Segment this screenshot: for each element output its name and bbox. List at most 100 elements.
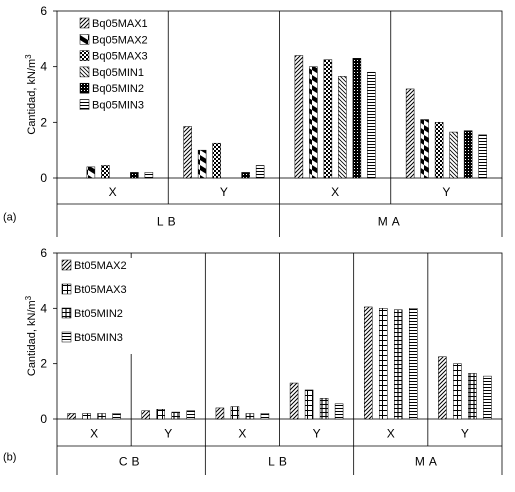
legend-swatch (61, 283, 72, 295)
group-label: CB (119, 455, 144, 469)
legend-entry: Bt05MIN3 (74, 332, 123, 344)
bar (334, 403, 344, 420)
bar (304, 389, 314, 420)
y-tick-label: 2 (40, 115, 47, 129)
bar (241, 172, 250, 179)
bar (101, 165, 110, 179)
category-label: Y (442, 185, 450, 199)
bar (156, 409, 165, 420)
y-axis-label-text: Cantidad, kN/m (26, 59, 38, 135)
legend-swatch (79, 66, 90, 78)
bar (144, 172, 154, 179)
bar (394, 309, 403, 420)
bar (141, 410, 150, 420)
bar (86, 166, 96, 179)
bar (352, 58, 362, 179)
category-label: Y (220, 185, 228, 199)
category-label: Y (461, 427, 469, 441)
bar (478, 134, 487, 179)
legend-background (60, 258, 142, 354)
legend-entry: Bq05MIN1 (92, 67, 144, 79)
bar (197, 149, 207, 179)
bar (82, 413, 91, 420)
bar (245, 413, 255, 420)
chart-panel-2: 0 2 4 6 Cantidad, kN/m3 X Y X Y X Y CB LB MA (b) Bt05MA… (3, 246, 503, 475)
y-axis-label-text: Cantidad, kN/m (26, 300, 38, 376)
legend-entry: Bq05MIN3 (92, 100, 144, 112)
legend-entry: Bt05MAX2 (74, 260, 127, 272)
category-label: Y (164, 427, 172, 441)
y-axis-label: Cantidad, kN/m3 (24, 54, 39, 135)
bar (449, 131, 458, 179)
bar (260, 413, 270, 420)
bar (319, 398, 329, 420)
bar (453, 363, 462, 420)
y-tick-label: 6 (40, 4, 47, 18)
legend-entry: Bq05MAX2 (92, 34, 148, 46)
bar (309, 66, 318, 179)
legend-entry: Bq05MIN2 (92, 83, 144, 95)
bar (67, 413, 76, 420)
bar (405, 88, 415, 179)
y-tick-label: 4 (40, 301, 47, 315)
group-label: MA (415, 455, 441, 469)
group-label: LB (157, 215, 180, 229)
bar (186, 410, 195, 420)
bar (255, 165, 265, 179)
group-label: MA (378, 215, 404, 229)
bar (434, 122, 444, 179)
bar (212, 142, 221, 179)
legend-entry: Bq05MAX1 (92, 18, 148, 30)
y-tick-label: 0 (40, 412, 47, 426)
category-label: Y (313, 427, 321, 441)
bar (483, 375, 492, 420)
y-axis-label-superscript: 3 (24, 295, 33, 300)
bar (230, 406, 240, 420)
category-label: X (387, 427, 395, 441)
bar (215, 407, 225, 420)
bar (130, 172, 139, 179)
legend-entry: Bt05MIN2 (74, 308, 123, 320)
bar (112, 413, 121, 420)
bar (409, 308, 418, 420)
bar (420, 119, 429, 179)
category-label: X (331, 185, 339, 199)
bar (468, 373, 477, 420)
legend-swatch (61, 307, 72, 319)
legend-swatch (61, 259, 72, 271)
category-label: X (238, 427, 246, 441)
y-tick-label: 4 (40, 60, 47, 74)
bar (379, 308, 388, 420)
legend-swatch (79, 34, 90, 45)
y-axis-label-superscript: 3 (24, 54, 33, 59)
bar (323, 59, 333, 179)
bar (183, 126, 192, 179)
bar (438, 356, 447, 420)
bar (289, 382, 299, 420)
legend-background (78, 16, 162, 108)
category-label: X (109, 185, 117, 199)
panel-label: (b) (3, 452, 16, 464)
y-tick-label: 2 (40, 357, 47, 371)
bar (338, 76, 347, 179)
y-tick-label: 0 (40, 171, 47, 185)
legend-swatch (61, 331, 72, 343)
bar (364, 306, 373, 420)
legend-swatch (79, 50, 90, 61)
bar (97, 413, 106, 420)
legend-entry: Bq05MAX3 (92, 51, 148, 63)
y-axis-label: Cantidad, kN/m3 (24, 295, 39, 376)
y-tick-label: 6 (40, 246, 47, 260)
category-label: X (90, 427, 98, 441)
group-label: LB (268, 455, 291, 469)
panel-label: (a) (3, 212, 16, 224)
bar (463, 130, 473, 179)
bar (294, 55, 304, 179)
legend-swatch (79, 99, 90, 110)
bar (171, 411, 180, 420)
legend-swatch (79, 17, 90, 29)
legend-swatch (79, 82, 90, 94)
chart-panel-1: 0 2 4 6 Cantidad, kN/m3 X Y X Y LB MA (a) Bq05MAX1 Bq… (3, 4, 503, 237)
